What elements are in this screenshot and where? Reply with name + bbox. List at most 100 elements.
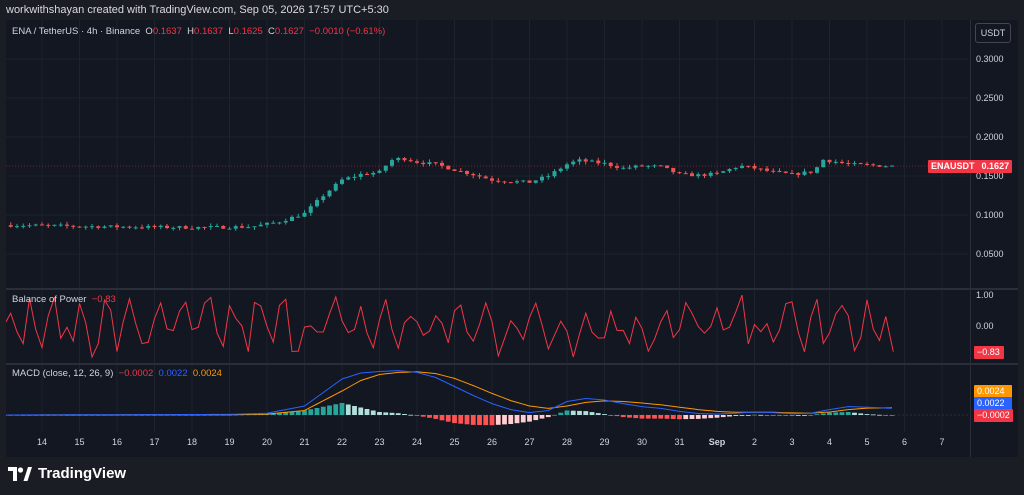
low-value: 0.1625 — [233, 26, 263, 37]
candle-up — [815, 167, 819, 173]
candle-up — [196, 227, 201, 229]
chart-frame[interactable]: ENA / TetherUS · 4h · Binance O0.1637 H0… — [6, 20, 1018, 457]
time-tick: 20 — [261, 437, 273, 447]
candle-up — [83, 226, 88, 228]
candle-down — [415, 161, 419, 163]
candle-down — [183, 226, 188, 229]
macd-histogram-bar — [745, 415, 751, 416]
top-bar: workwithshayan created with TradingView.… — [0, 0, 1024, 20]
candle-down — [477, 175, 482, 177]
time-tick: 24 — [411, 437, 423, 447]
candle-up — [102, 226, 107, 228]
candle-up — [890, 165, 894, 167]
last-price-tag: ENAUSDT 0.1627 — [928, 160, 1013, 173]
pane-separator-2[interactable] — [6, 363, 1018, 365]
macd-histogram-bar — [320, 406, 326, 415]
macd-histogram-bar — [733, 415, 739, 416]
candle-up — [308, 206, 313, 213]
macd-histogram-bar — [677, 415, 682, 420]
candle-down — [827, 159, 832, 163]
time-tick: 4 — [826, 437, 833, 447]
candle-up — [377, 170, 382, 173]
candle-down — [402, 158, 407, 161]
candle-down — [483, 176, 488, 179]
price-tick: 0.0500 — [976, 249, 1004, 259]
candle-down — [608, 162, 613, 166]
macd-histogram-bar — [345, 404, 351, 415]
candle-up — [27, 225, 32, 227]
macd-histogram-bar — [802, 415, 807, 416]
macd-histogram-bar — [614, 415, 620, 417]
candle-up — [358, 174, 363, 177]
candle-up — [627, 167, 632, 169]
candle-down — [465, 170, 469, 175]
macd-histogram-bar — [570, 410, 576, 415]
candle-up — [546, 176, 551, 178]
candle-up — [302, 212, 307, 217]
open-label: O — [145, 26, 153, 37]
candle-up — [158, 225, 163, 228]
macd-histogram-bar — [589, 412, 595, 415]
time-tick: Sep — [708, 437, 726, 447]
macd-histogram-bar — [539, 415, 545, 419]
candle-down — [677, 172, 682, 174]
time-tick: 15 — [74, 437, 85, 447]
macd-histogram-bar — [577, 410, 582, 415]
candle-down — [777, 170, 782, 172]
macd-histogram-bar — [808, 415, 814, 416]
macd-histogram-bar — [845, 412, 851, 415]
footer: TradingView — [0, 457, 1024, 495]
macd-histogram-bar — [727, 415, 732, 417]
macd-histogram-bar — [552, 414, 557, 416]
candle-down — [752, 165, 757, 169]
candle-down — [490, 178, 494, 181]
candle-down — [471, 174, 476, 176]
tradingview-logo[interactable]: TradingView — [8, 465, 126, 482]
time-tick: 14 — [36, 437, 48, 447]
change-value: −0.0010 (−0.61%) — [309, 26, 386, 37]
candle-down — [583, 159, 588, 162]
macd-histogram-bar — [877, 414, 882, 416]
macd-histogram-bar — [358, 407, 364, 415]
candle-up — [371, 172, 376, 175]
candle-down — [858, 163, 863, 165]
time-tick: 5 — [864, 437, 870, 447]
candle-up — [108, 225, 113, 227]
candle-down — [71, 225, 76, 227]
macd-histogram-bar — [620, 415, 626, 418]
macd-histogram-bar — [414, 415, 420, 416]
candle-up — [802, 171, 807, 175]
macd-histogram-bar — [870, 414, 876, 416]
macd-value: 0.0022 — [158, 368, 188, 379]
price-tick: 0.1500 — [976, 171, 1004, 181]
candle-down — [65, 224, 69, 226]
chart-canvas[interactable] — [6, 20, 1018, 457]
macd-histogram-bar — [308, 409, 314, 415]
candle-down — [496, 180, 501, 182]
candle-down — [771, 170, 776, 172]
macd-histogram-bar — [764, 415, 770, 416]
candle-down — [8, 225, 13, 227]
candle-up — [246, 227, 251, 229]
candle-down — [658, 165, 663, 167]
candle-up — [602, 162, 607, 164]
macd-histogram-bar — [270, 413, 276, 415]
currency-button[interactable]: USDT — [975, 23, 1011, 43]
pane-separator-1[interactable] — [6, 288, 1018, 290]
macd-histogram-bar — [633, 415, 639, 419]
candle-up — [740, 165, 744, 168]
macd-histogram-bar — [708, 415, 714, 419]
candle-up — [215, 225, 219, 227]
macd-histogram-bar — [852, 412, 857, 415]
macd-histogram-bar — [445, 415, 451, 422]
candle-up — [396, 158, 401, 161]
histogram-tag: −0.0002 — [974, 409, 1013, 422]
macd-histogram-bar — [583, 411, 589, 415]
macd-histogram-bar — [483, 415, 489, 426]
macd-histogram-bar — [439, 415, 445, 421]
candle-up — [352, 176, 357, 178]
candle-down — [452, 169, 457, 171]
candle-up — [515, 181, 519, 183]
candle-up — [577, 159, 582, 162]
candle-down — [115, 225, 119, 228]
